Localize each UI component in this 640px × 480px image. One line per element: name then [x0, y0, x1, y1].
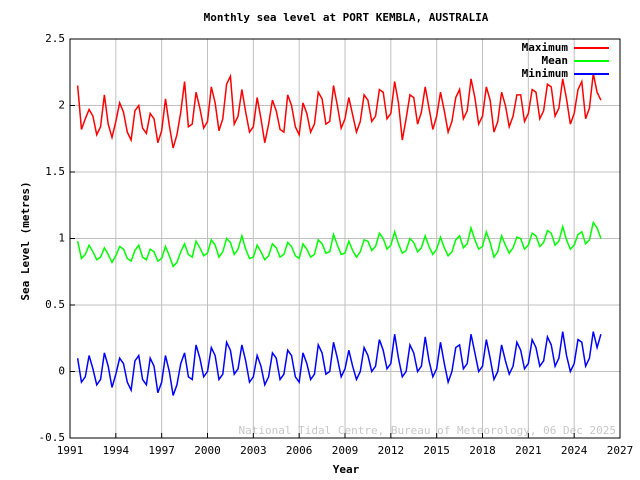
x-tick-label: 2003 — [240, 444, 267, 457]
series-line — [76, 331, 602, 396]
x-tick-label: 1991 — [57, 444, 84, 457]
x-tick-label: 2012 — [378, 444, 405, 457]
x-tick-label: 2000 — [194, 444, 221, 457]
x-tick-label: 1997 — [148, 444, 175, 457]
series-line — [76, 220, 602, 268]
chart-title: Monthly sea level at PORT KEMBLA, AUSTRA… — [204, 11, 489, 24]
legend-label: Mean — [542, 54, 569, 67]
legend-label: Maximum — [522, 41, 569, 54]
y-tick-label: 2 — [58, 99, 65, 112]
x-tick-label: 2018 — [469, 444, 496, 457]
y-tick-label: -0.5 — [39, 431, 66, 444]
x-tick-label: 2015 — [423, 444, 450, 457]
x-tick-label: 2021 — [515, 444, 542, 457]
y-tick-label: 2.5 — [45, 32, 65, 45]
y-tick-label: 1 — [58, 232, 65, 245]
y-tick-label: 1.5 — [45, 165, 65, 178]
y-tick-label: 0 — [58, 365, 65, 378]
plot-frame — [69, 38, 621, 439]
x-tick-label: 1994 — [103, 444, 130, 457]
watermark: National Tidal Centre, Bureau of Meteoro… — [239, 424, 617, 437]
y-axis-label: Sea Level (metres) — [19, 181, 32, 300]
x-tick-label: 2006 — [286, 444, 313, 457]
x-tick-label: 2009 — [332, 444, 359, 457]
series-line — [76, 73, 602, 149]
x-axis-label: Year — [333, 463, 360, 476]
x-tick-label: 2024 — [561, 444, 588, 457]
legend-label: Minimum — [522, 67, 569, 80]
x-tick-label: 2027 — [607, 444, 634, 457]
y-tick-label: 0.5 — [45, 298, 65, 311]
